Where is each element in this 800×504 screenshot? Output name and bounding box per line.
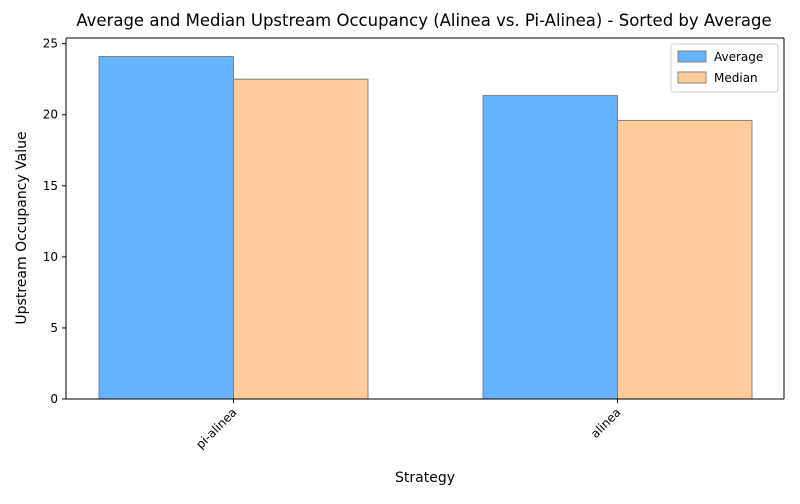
legend-label-average: Average xyxy=(714,50,763,64)
x-axis: pi-alinea alinea xyxy=(66,398,784,452)
legend: Average Median xyxy=(670,43,779,93)
x-tick-label: pi-alinea xyxy=(193,405,239,451)
y-tick-label: 15 xyxy=(43,179,58,193)
legend-label-median: Median xyxy=(714,71,758,85)
bar-median-pi-alinea xyxy=(233,78,369,400)
bar-average-alinea xyxy=(482,95,618,400)
y-tick-label: 25 xyxy=(43,37,58,51)
legend-swatch-median xyxy=(677,71,707,84)
x-axis-label: Strategy xyxy=(395,470,455,486)
y-tick-label: 0 xyxy=(50,392,58,406)
y-tick-label: 20 xyxy=(43,108,58,122)
y-axis: 0 5 10 15 20 25 xyxy=(43,37,67,406)
bar-median-alinea xyxy=(617,119,753,400)
y-tick-label: 10 xyxy=(43,250,58,264)
chart-title: Average and Median Upstream Occupancy (A… xyxy=(76,11,771,30)
plot-area xyxy=(66,37,785,400)
y-axis-label: Upstream Occupancy Value xyxy=(14,131,30,324)
bar-average-pi-alinea xyxy=(98,55,234,400)
legend-swatch-average xyxy=(677,50,707,63)
x-tick-label: alinea xyxy=(588,405,624,441)
y-tick-label: 5 xyxy=(50,321,58,335)
